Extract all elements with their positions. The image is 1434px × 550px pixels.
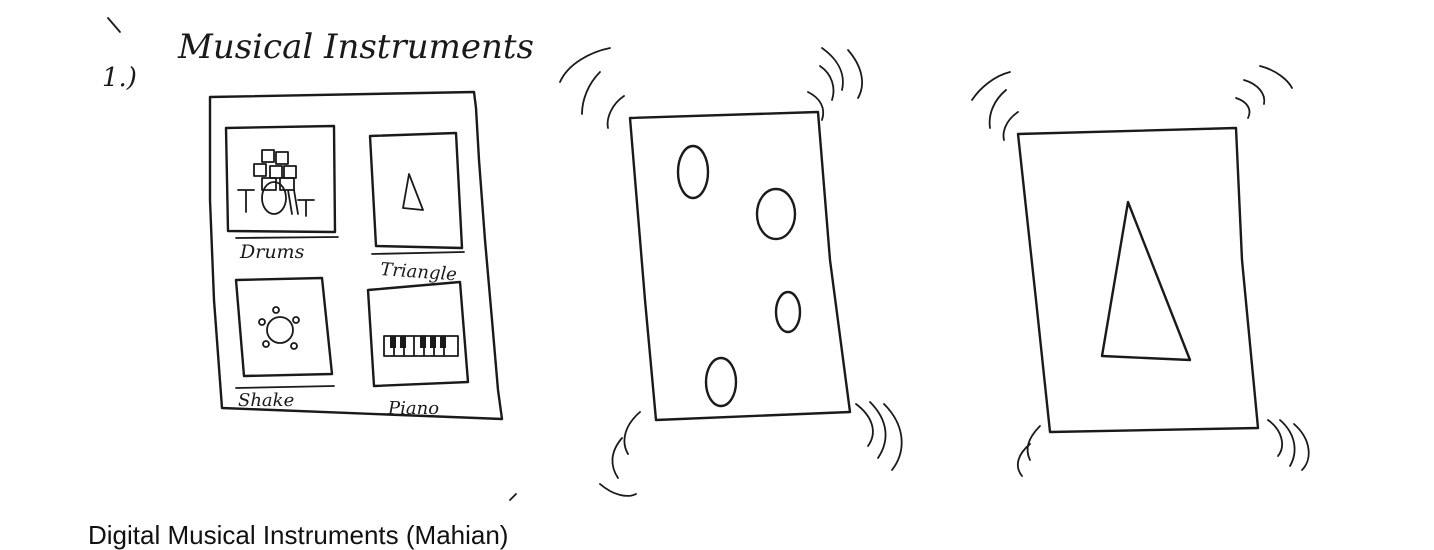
shaker-icon xyxy=(258,306,300,350)
large-triangle-icon[interactable] xyxy=(1100,200,1192,362)
label-underline xyxy=(371,251,465,255)
label-underline xyxy=(235,236,339,239)
tile-frame xyxy=(368,131,464,250)
drum-pad[interactable] xyxy=(676,144,710,200)
item-number: 1.) xyxy=(102,63,137,93)
tile-shake[interactable]: Shake xyxy=(234,276,335,411)
tile-frame xyxy=(234,276,334,378)
tile-frame xyxy=(366,280,470,388)
drum-pads-icon xyxy=(676,144,802,408)
tile-piano[interactable]: Piano xyxy=(366,280,470,419)
piano-keys-icon xyxy=(383,335,459,357)
drum-screen xyxy=(559,47,903,497)
vibration-marks xyxy=(559,47,903,497)
triangle-icon xyxy=(402,173,424,211)
document-caption: Digital Musical Instruments (Mahian) xyxy=(88,520,509,550)
drum-pad[interactable] xyxy=(704,356,738,408)
triangle-screen xyxy=(971,65,1310,477)
label-underline xyxy=(235,385,335,389)
drum-pad[interactable] xyxy=(774,290,802,334)
tile-frame xyxy=(224,124,337,234)
drum-kit-icon xyxy=(237,149,315,217)
tile-label-piano: Piano xyxy=(387,398,439,419)
vibration-marks xyxy=(971,65,1310,477)
triangle-screen-frame xyxy=(1016,126,1260,434)
drum-screen-frame xyxy=(628,110,852,422)
tile-label-drums: Drums xyxy=(239,241,305,263)
drum-pad[interactable] xyxy=(755,187,797,241)
tile-triangle[interactable]: Triangle xyxy=(368,131,465,285)
tile-label-triangle: Triangle xyxy=(380,259,458,285)
tile-drums[interactable]: Drums xyxy=(224,124,339,263)
tile-label-shake: Shake xyxy=(238,390,294,411)
sketch-heading: Musical Instruments xyxy=(177,27,534,67)
stray-mark xyxy=(107,17,121,33)
stray-mark xyxy=(509,493,517,501)
menu-screen: Drums Triangle Shake xyxy=(208,90,504,421)
menu-screen-frame xyxy=(208,90,504,421)
